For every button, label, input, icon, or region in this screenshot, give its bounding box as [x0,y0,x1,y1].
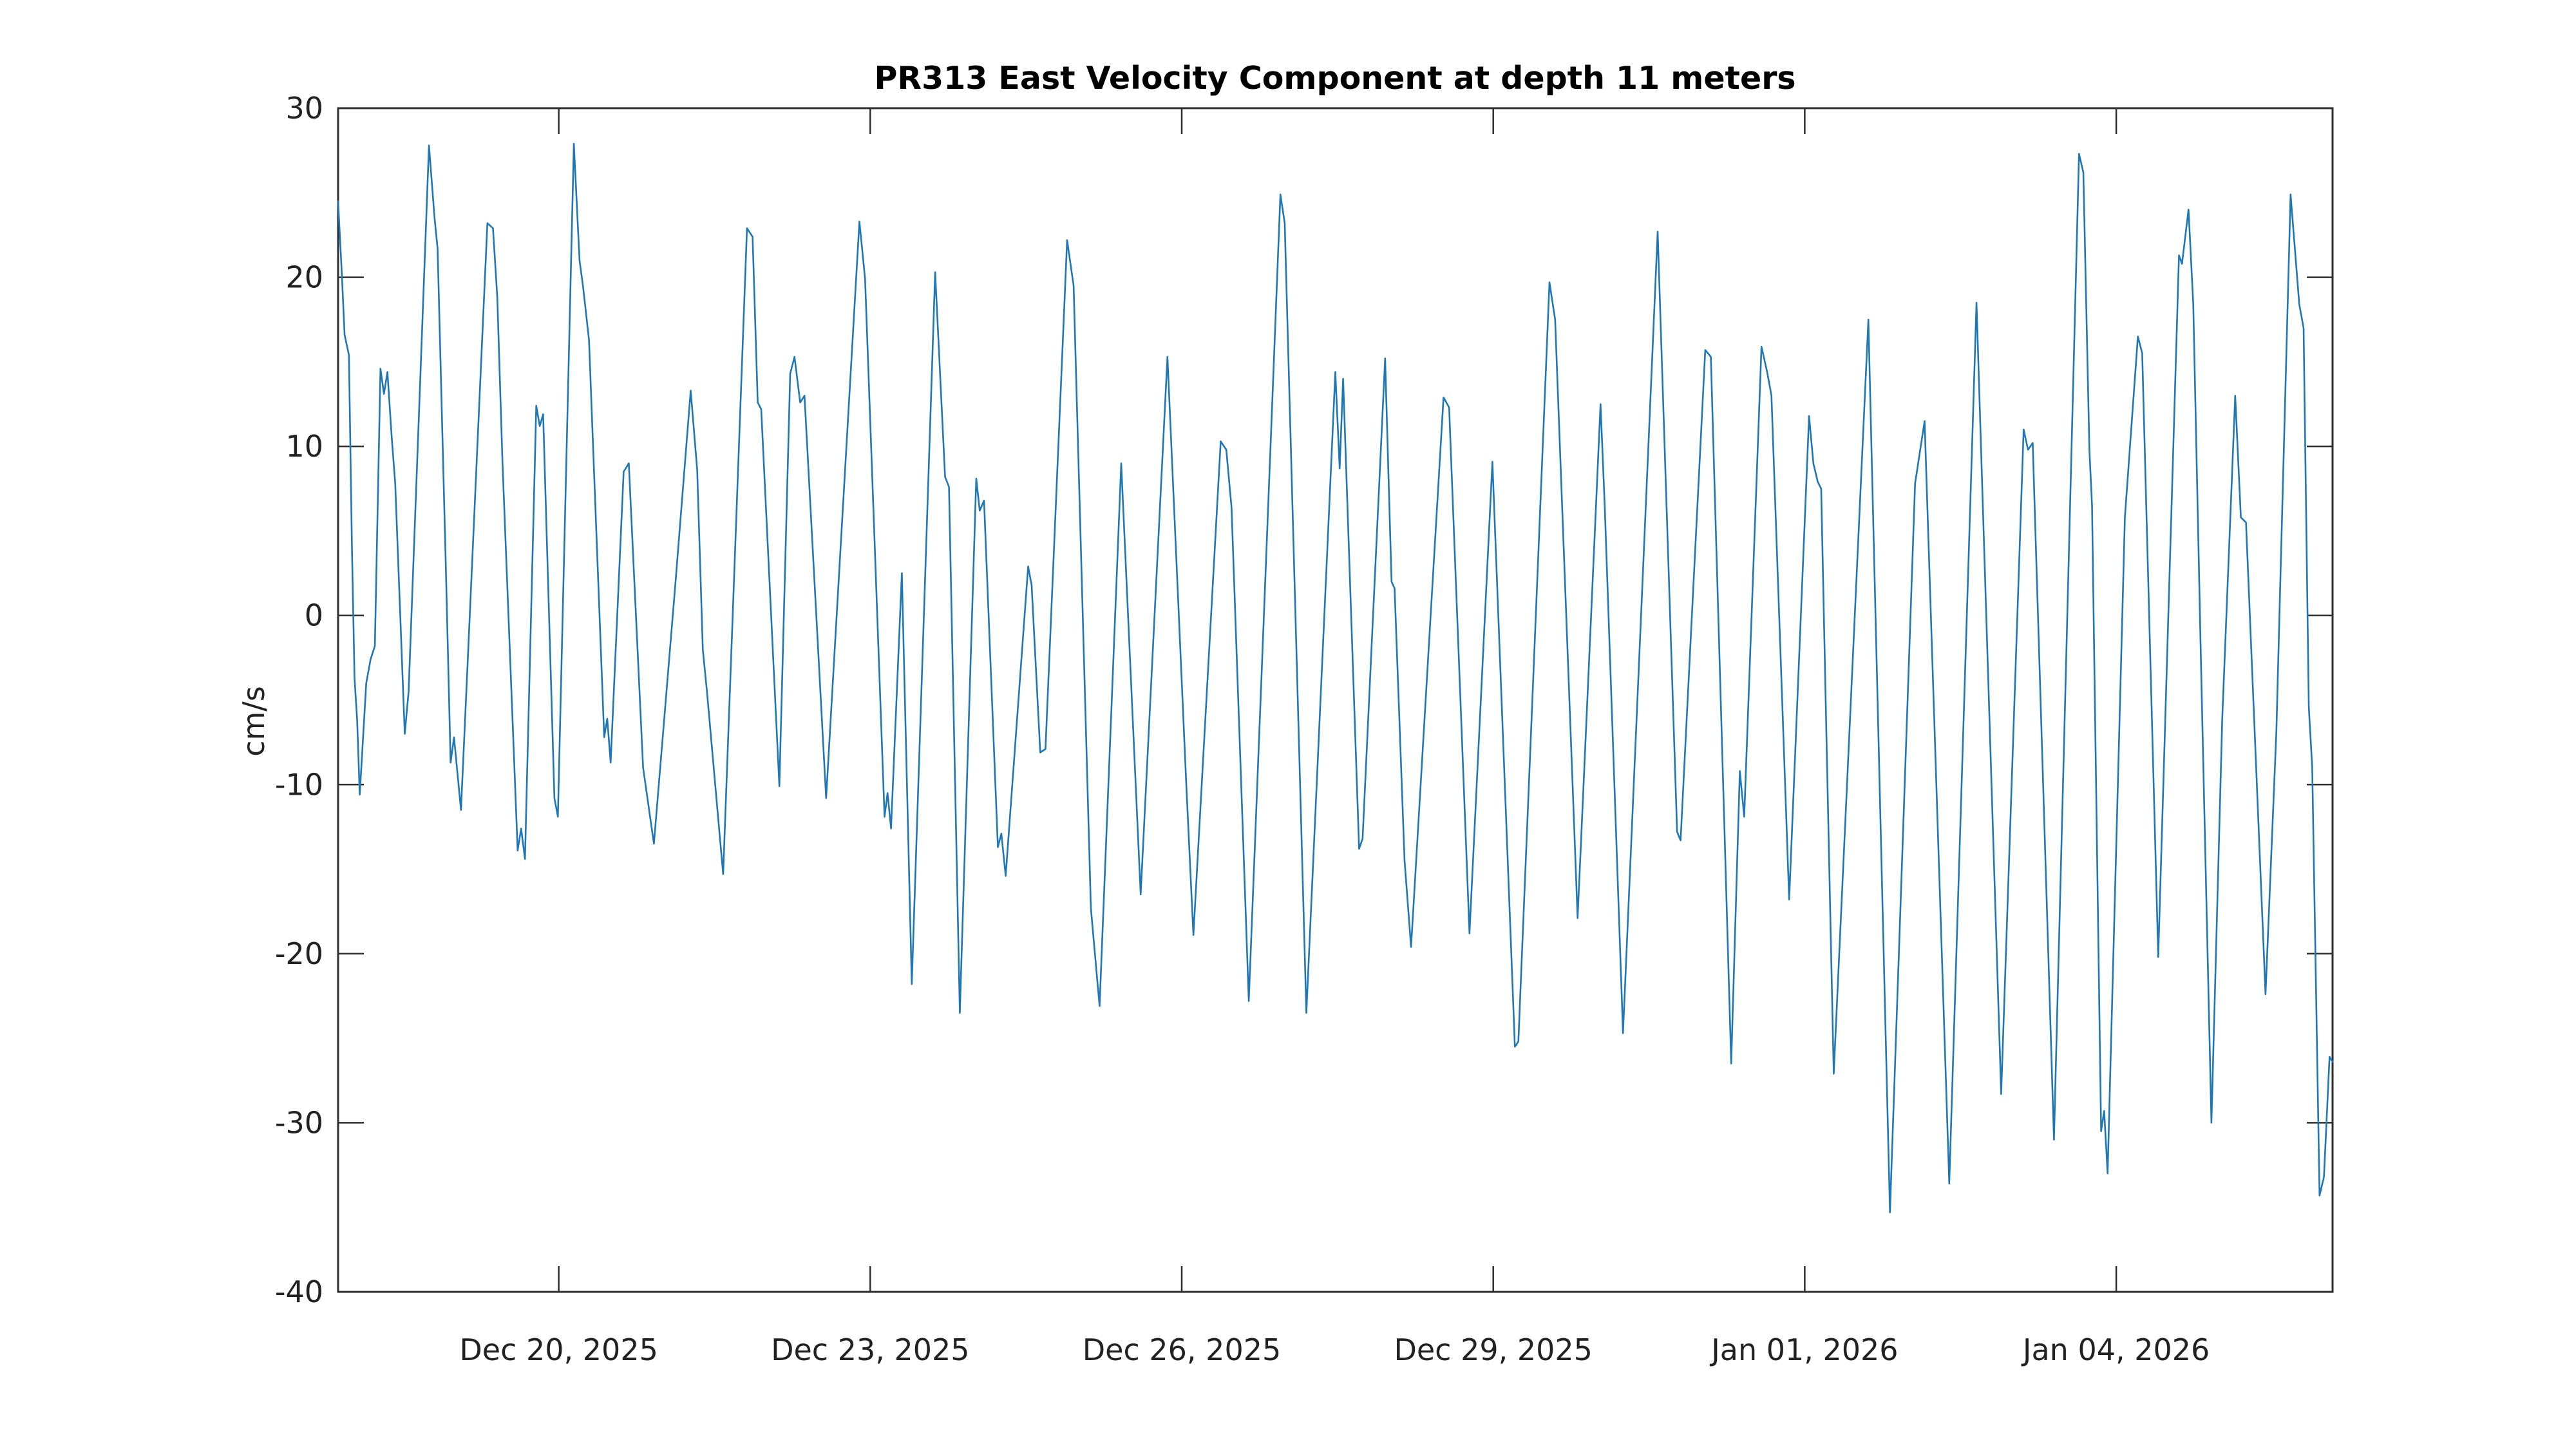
plot-border [337,107,2334,1293]
y-tick-label: -30 [275,1105,323,1140]
x-tick-label: Dec 29, 2025 [1394,1332,1592,1367]
y-tick-label: -20 [275,936,323,971]
x-axis-tick-labels: Dec 20, 2025 Dec 23, 2025 Dec 26, 2025 Dec … [459,1332,2210,1367]
y-tick-label: 30 [285,91,323,126]
x-tick-label: Dec 26, 2025 [1083,1332,1281,1367]
axis-ticks [338,107,2333,1293]
y-tick-label: 20 [285,260,323,295]
y-tick-label: 0 [305,598,323,633]
y-tick-label: 10 [285,429,323,464]
y-axis-label: cm/s [236,686,271,757]
x-tick-label: Dec 23, 2025 [771,1332,969,1367]
data-series-line [337,142,2334,1213]
chart-title: PR313 East Velocity Component at depth 1… [874,60,1795,97]
x-tick-label: Dec 20, 2025 [459,1332,658,1367]
x-tick-label: Jan 01, 2026 [1709,1332,1898,1367]
y-tick-label: -40 [275,1274,323,1309]
y-tick-label: -10 [275,767,323,802]
y-axis-tick-labels: 30 20 10 0 -10 -20 -30 -40 [275,91,323,1309]
x-tick-label: Jan 04, 2026 [2021,1332,2210,1367]
